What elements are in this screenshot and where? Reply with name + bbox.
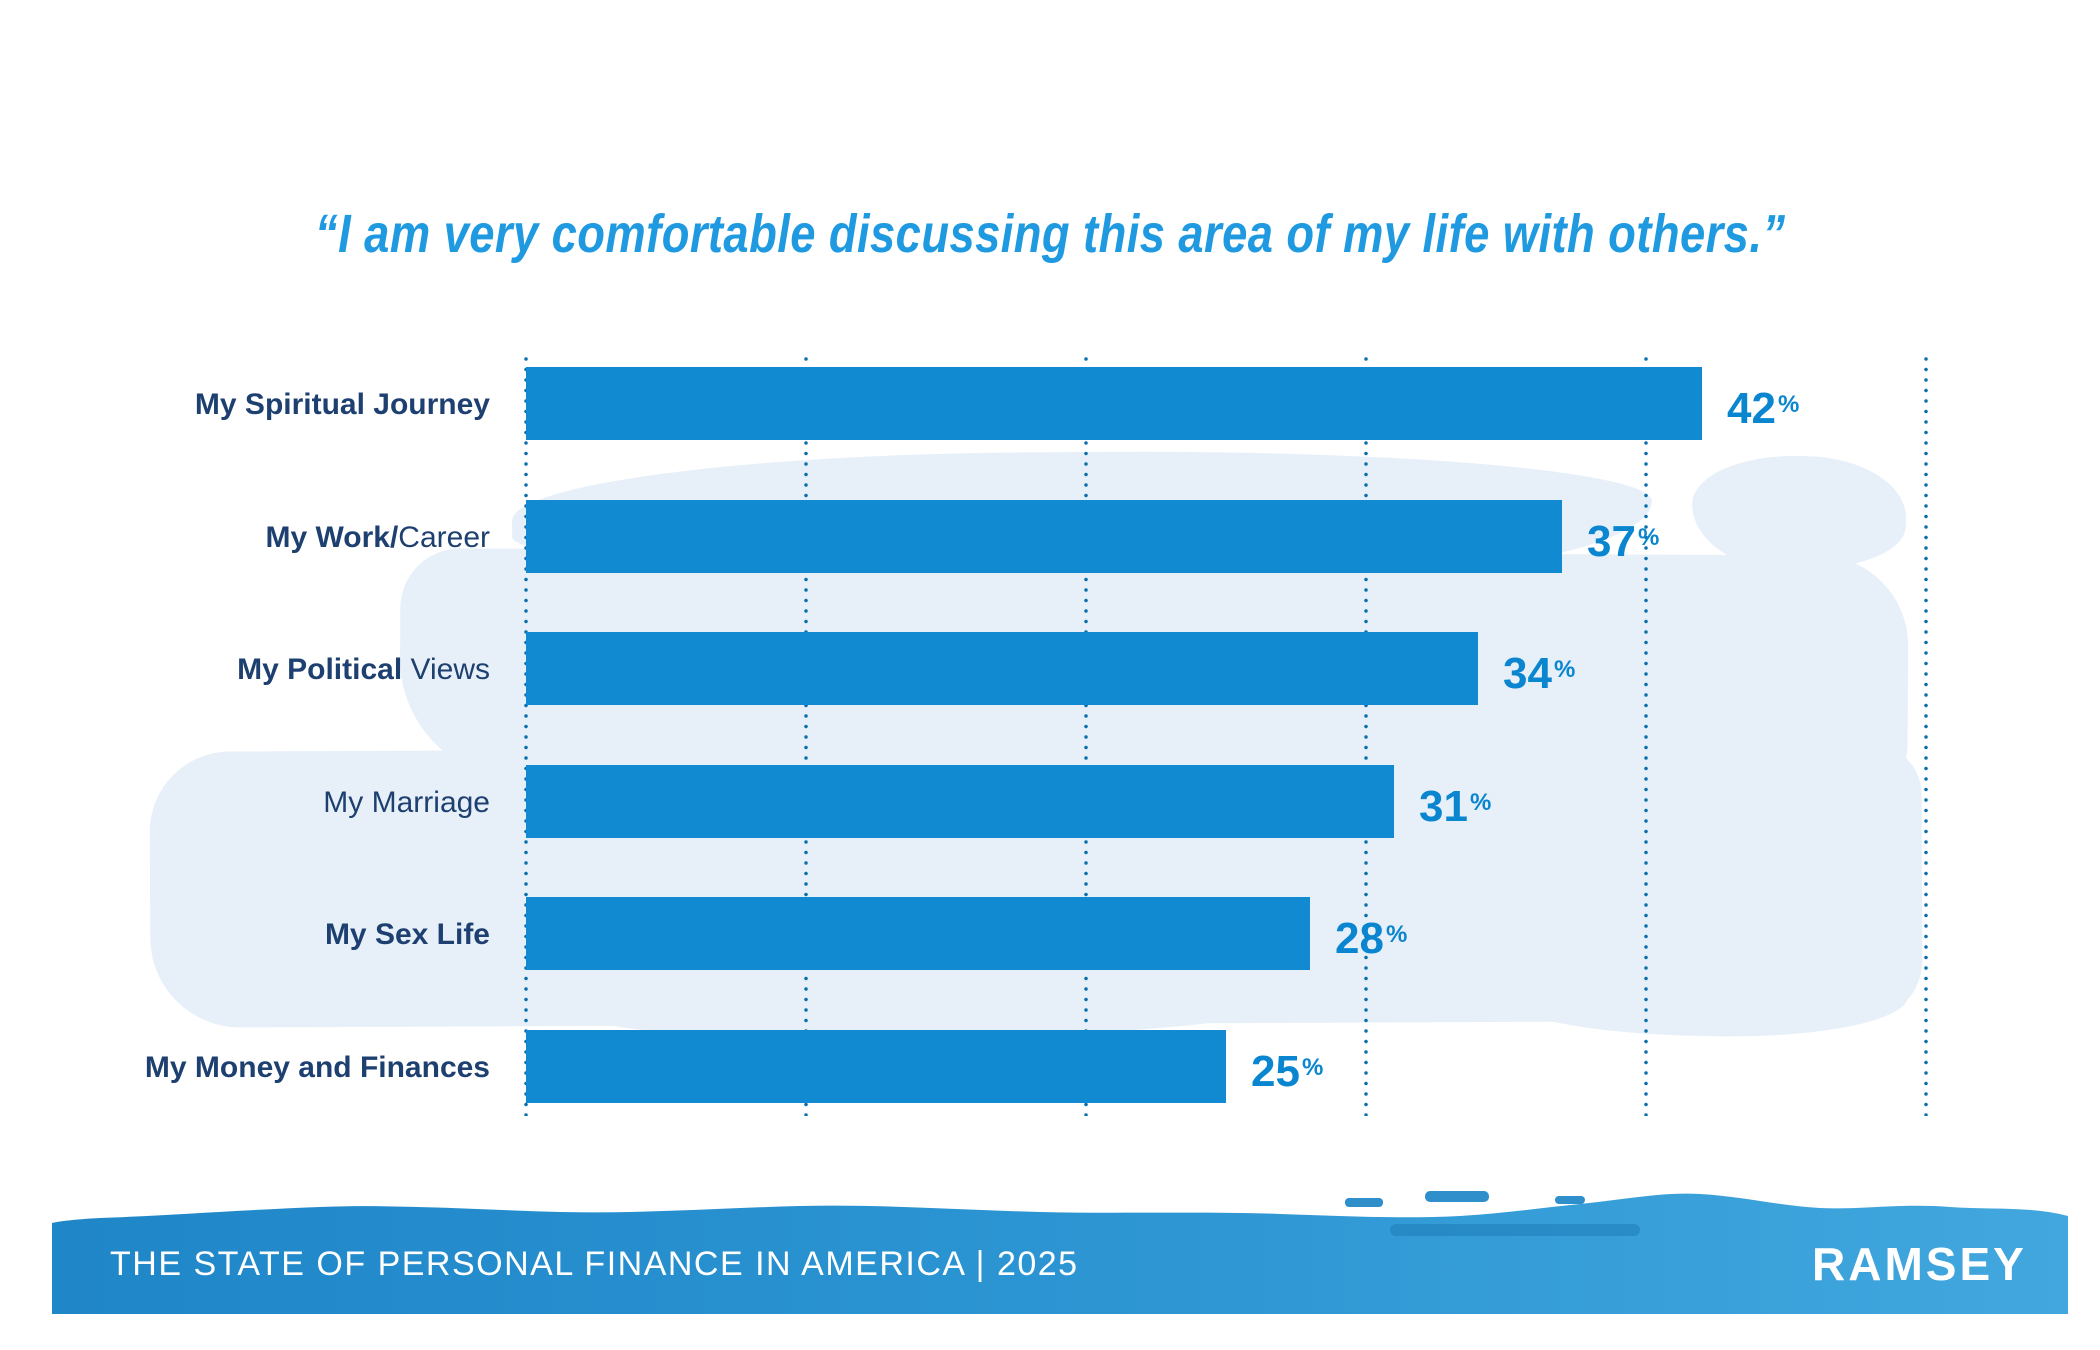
category-label-segment: Views (410, 653, 490, 686)
gridline-40pct (1644, 356, 1648, 1116)
percent-sign: % (1637, 524, 1660, 551)
category-label-segment: Career (398, 521, 490, 554)
bar (526, 500, 1562, 573)
value-label: 34% (1503, 632, 1575, 705)
category-label-segment: My Marriage (323, 786, 490, 819)
brush-speck (1425, 1191, 1489, 1202)
value-number: 28 (1335, 914, 1384, 964)
bar (526, 632, 1478, 705)
bar-row: My Spiritual Journey 42% (0, 367, 2100, 440)
value-number: 42 (1727, 384, 1776, 434)
category-label: My Money and Finances (0, 1030, 490, 1103)
category-label: My Work/Career (0, 500, 490, 573)
percent-sign: % (1301, 1054, 1324, 1081)
gridline-30pct (1364, 356, 1368, 1116)
bar (526, 897, 1310, 970)
value-label: 25% (1251, 1030, 1323, 1103)
percent-sign: % (1553, 656, 1576, 683)
percent-sign: % (1385, 921, 1408, 948)
category-label: My Spiritual Journey (0, 367, 490, 440)
chart-title-text: “I am very comfortable discussing this a… (314, 204, 1786, 264)
category-label-segment: My Money and Finances (144, 1051, 490, 1084)
chart-title: “I am very comfortable discussing this a… (0, 205, 2100, 263)
gridline-50pct (1924, 356, 1928, 1116)
value-number: 25 (1251, 1047, 1300, 1097)
brush-speck (1345, 1198, 1383, 1207)
value-number: 37 (1587, 517, 1636, 567)
bar (526, 367, 1702, 440)
category-label: My Political Views (0, 632, 490, 705)
value-number: 31 (1419, 782, 1468, 832)
category-label-segment: My Political (237, 653, 411, 686)
bar-row: My Marriage 31% (0, 765, 2100, 838)
value-label: 28% (1335, 897, 1407, 970)
value-label: 37% (1587, 500, 1659, 573)
brush-speck (1555, 1196, 1585, 1204)
gridline-10pct (804, 356, 808, 1116)
bar-row: My Sex Life 28% (0, 897, 2100, 970)
category-label-segment: My Spiritual Journey (194, 388, 490, 421)
ramsey-logo: RAMSEY (1812, 1238, 2027, 1290)
category-label-segment: My Work/ (265, 521, 399, 554)
report-title: THE STATE OF PERSONAL FINANCE IN AMERICA… (110, 1245, 1079, 1283)
gridline-0pct (524, 356, 528, 1116)
category-label: My Sex Life (0, 897, 490, 970)
category-label-segment: My Sex Life (324, 918, 490, 951)
brush-streak (1390, 1224, 1640, 1236)
value-label: 31% (1419, 765, 1491, 838)
value-number: 34 (1503, 649, 1552, 699)
bar-row: My Political Views 34% (0, 632, 2100, 705)
category-label: My Marriage (0, 765, 490, 838)
percent-sign: % (1777, 391, 1800, 418)
bar-row: My Work/Career 37% (0, 500, 2100, 573)
bar (526, 765, 1394, 838)
percent-sign: % (1469, 789, 1492, 816)
value-label: 42% (1727, 367, 1799, 440)
bar (526, 1030, 1226, 1103)
gridline-20pct (1084, 356, 1088, 1116)
bar-row: My Money and Finances 25% (0, 1030, 2100, 1103)
